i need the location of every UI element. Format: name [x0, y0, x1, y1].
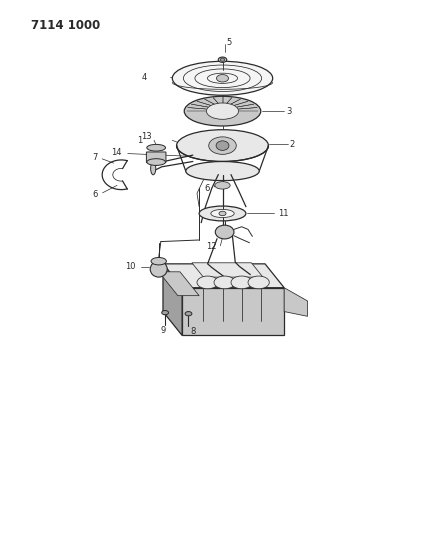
Ellipse shape	[197, 276, 218, 289]
Ellipse shape	[150, 261, 167, 277]
Text: 7114 1000: 7114 1000	[31, 19, 101, 32]
Text: 4: 4	[142, 72, 147, 82]
Ellipse shape	[151, 162, 156, 175]
Text: 14: 14	[111, 148, 121, 157]
Text: 9: 9	[160, 326, 166, 335]
Text: 6: 6	[92, 190, 98, 199]
Ellipse shape	[162, 311, 169, 315]
Text: 13: 13	[141, 132, 152, 141]
Ellipse shape	[147, 144, 166, 151]
Ellipse shape	[215, 182, 230, 189]
Ellipse shape	[209, 137, 236, 155]
Ellipse shape	[214, 276, 235, 289]
Text: 5: 5	[227, 38, 232, 47]
Ellipse shape	[206, 103, 238, 119]
Ellipse shape	[231, 276, 252, 289]
Ellipse shape	[184, 96, 261, 126]
Polygon shape	[163, 264, 284, 288]
Ellipse shape	[151, 257, 166, 265]
Text: 10: 10	[125, 262, 135, 271]
Text: 2: 2	[290, 140, 295, 149]
Text: 6: 6	[205, 183, 210, 192]
Ellipse shape	[177, 130, 268, 161]
Polygon shape	[163, 264, 182, 335]
Text: 1: 1	[137, 136, 143, 145]
Ellipse shape	[217, 75, 229, 82]
Ellipse shape	[215, 225, 234, 239]
Text: 7: 7	[92, 154, 98, 163]
Polygon shape	[192, 263, 263, 277]
Polygon shape	[159, 272, 199, 296]
Ellipse shape	[216, 141, 229, 150]
FancyBboxPatch shape	[146, 152, 166, 163]
Text: 11: 11	[278, 209, 288, 218]
Ellipse shape	[220, 58, 225, 61]
Polygon shape	[284, 288, 308, 317]
Ellipse shape	[248, 276, 269, 289]
Ellipse shape	[172, 61, 273, 95]
Ellipse shape	[218, 57, 227, 62]
Polygon shape	[182, 288, 284, 335]
Ellipse shape	[186, 161, 259, 181]
Text: 12: 12	[205, 243, 216, 252]
Ellipse shape	[185, 312, 192, 316]
Text: 3: 3	[286, 107, 291, 116]
Ellipse shape	[219, 211, 226, 216]
Ellipse shape	[199, 206, 246, 221]
Ellipse shape	[147, 159, 166, 165]
Ellipse shape	[211, 209, 234, 217]
Text: 8: 8	[190, 327, 196, 336]
